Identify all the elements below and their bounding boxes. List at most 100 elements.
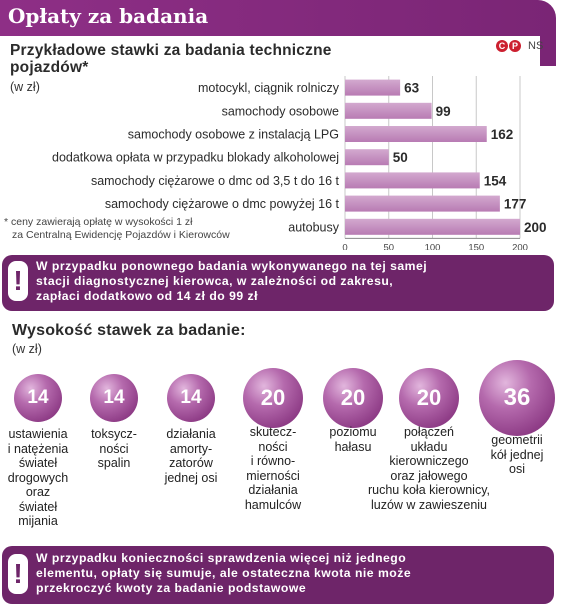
note-multiple-line-2: elementu, opłaty się sumuje, ale ostatec… (36, 566, 412, 580)
fee-label-line: amorty- (169, 441, 213, 456)
fee-label-line: ruchu koła kierownicy, (367, 483, 491, 497)
fee-label-line: działania (248, 483, 298, 497)
note-retest-line-3: zapłaci dodatkowo od 14 zł do 99 zł (36, 289, 259, 303)
logo-letter-p: P (509, 40, 521, 52)
fee-value: 36 (503, 384, 531, 411)
note-multiple-line-1: W przypadku konieczności sprawdzenia wię… (36, 551, 407, 565)
fee-label-line: ności (258, 439, 288, 454)
value-label: 177 (504, 197, 527, 212)
note-retest-line-2: stacji diagnostycznej kierowca, w zależn… (36, 274, 394, 288)
logo-letter-c: C (496, 40, 508, 52)
bar (345, 172, 480, 189)
fee-value: 20 (416, 385, 442, 410)
tick-label: 0 (342, 242, 347, 250)
fee-label-line: oraz (25, 485, 51, 499)
exclamation-icon: ! (8, 554, 28, 594)
fee-label-line: ustawienia (8, 427, 68, 441)
chart-title-line-1: Przykładowe stawki za badania techniczne (10, 42, 332, 59)
fee-label: geometrii kół jednej osi (481, 433, 553, 477)
value-label: 99 (436, 104, 451, 119)
value-label: 63 (404, 81, 420, 96)
fee-value: 14 (103, 387, 125, 408)
fee-label-line: poziomu (329, 425, 377, 439)
fee-label: toksycz-ności spalin (83, 427, 145, 471)
note-box-multiple-checks: ! W przypadku konieczności sprawdzenia w… (2, 546, 554, 604)
fee-label: działania amorty-zatorów jednej osi (156, 427, 226, 485)
header-banner: Opłaty za badania (0, 0, 556, 36)
publisher-logo: C P NS (496, 40, 543, 52)
fees-unit: (w zł) (12, 342, 42, 356)
value-label: 162 (491, 127, 514, 142)
note-multiple-text: W przypadku konieczności sprawdzenia wię… (36, 551, 544, 596)
tick-label: 150 (468, 242, 484, 250)
chart-footnote: * ceny zawierają opłatę w wysokości 1 zł… (4, 216, 230, 241)
fee-value-circle: 20 (399, 368, 459, 428)
fee-label-line: luzów w zawieszeniu (370, 497, 488, 512)
value-label: 200 (524, 220, 547, 235)
fee-value-circle: 14 (90, 374, 138, 422)
footnote-line-2: za Centralną Ewidencję Pojazdów i Kierow… (12, 228, 230, 241)
fee-label-line: osi (509, 462, 525, 476)
fee-label: ustawienia i natężenia świateł drogowych ora… (0, 427, 76, 529)
bar (345, 79, 401, 96)
fee-label-line: połączeń (403, 425, 455, 439)
chart-unit: (w zł) (10, 80, 40, 94)
bar-chart: motocykl, ciągnik rolniczy 63 samochody os… (52, 76, 547, 250)
category-label: dodatkowa opłata w przypadku blokady alk… (52, 151, 339, 165)
tick-label: 50 (383, 242, 394, 250)
value-label: 50 (393, 150, 408, 165)
fee-value: 20 (260, 385, 286, 410)
fee-value-circle: 20 (243, 368, 303, 428)
note-box-retest: ! W przypadku ponownego badania wykonywa… (2, 255, 554, 311)
exclamation-icon: ! (8, 261, 28, 301)
fee-value-circle: 20 (323, 368, 383, 428)
category-label: samochody ciężarowe o dmc powyżej 16 t (105, 197, 340, 211)
fee-label-line: geometrii (491, 433, 543, 447)
category-label: autobusy (288, 220, 339, 234)
fee-label-line: drogowych (7, 470, 69, 485)
category-label: samochody osobowe (222, 104, 339, 118)
fee-label-line: toksycz- (91, 427, 137, 441)
fee-label: połączeń układu kierowniczego oraz jałowego… (359, 425, 499, 512)
note-retest-line-1: W przypadku ponownego badania wykonywane… (36, 259, 428, 273)
fee-value: 14 (27, 387, 49, 408)
fee-label-line: układu (410, 439, 448, 454)
fee-label-line: i natężenia (7, 441, 69, 456)
fee-label-line: mijania (18, 514, 58, 528)
chart-title: Przykładowe stawki za badania techniczne… (10, 42, 332, 76)
fee-value-circle: 36 (479, 360, 555, 436)
fee-label-line: świateł (18, 456, 58, 470)
fee-label: poziomu hałasu (318, 425, 388, 454)
fee-label-line: ności (99, 441, 129, 456)
fee-label-line: jednej osi (164, 470, 218, 485)
fee-value-circle: 14 (167, 374, 215, 422)
tick-label: 200 (512, 242, 528, 250)
bar (345, 102, 432, 119)
fee-label-line: działania (166, 427, 216, 441)
fee-label-line: świateł (18, 499, 58, 514)
bar (345, 195, 500, 212)
bar (345, 149, 389, 166)
fee-label-line: kół jednej (490, 447, 544, 462)
fee-label-line: hamulców (244, 497, 302, 512)
fee-value-circle: 14 (14, 374, 62, 422)
fee-value: 20 (340, 385, 366, 410)
value-label: 154 (484, 173, 507, 188)
note-retest-text: W przypadku ponownego badania wykonywane… (36, 259, 544, 304)
fee-label-line: i równo- (250, 454, 296, 468)
category-label: motocykl, ciągnik rolniczy (198, 81, 340, 95)
tick-label: 100 (425, 242, 441, 250)
header-accent-strip (540, 36, 556, 66)
fees-title: Wysokość stawek za badanie: (12, 322, 246, 339)
bar (345, 126, 487, 142)
fee-label-line: spalin (97, 456, 131, 470)
fee-label-line: mierności (246, 468, 300, 483)
fee-value: 14 (180, 387, 202, 408)
note-multiple-line-3: przekroczyć kwoty za badanie podstawowe (36, 581, 307, 595)
fee-label-line: kierowniczego (389, 454, 469, 468)
fee-label-line: skutecz- (249, 425, 297, 439)
fee-label-line: hałasu (334, 439, 372, 454)
logo-ns-text: NS (528, 40, 544, 52)
footnote-line-1: * ceny zawierają opłatę w wysokości 1 zł (4, 216, 193, 228)
fee-label-line: oraz jałowego (390, 468, 468, 483)
